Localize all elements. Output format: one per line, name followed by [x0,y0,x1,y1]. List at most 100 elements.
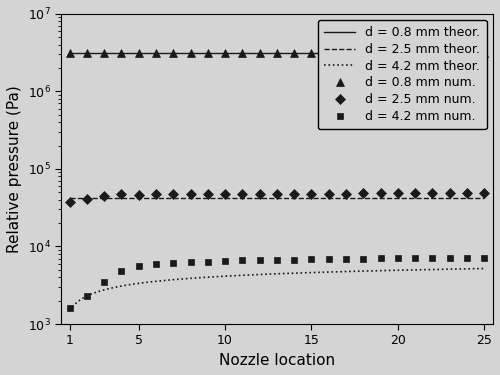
d = 4.2 mm num. [101,280,107,284]
d = 2.5 mm num. [343,191,349,196]
d = 2.5 mm num. [360,191,366,195]
d = 4.2 mm num. [326,257,332,261]
d = 0.8 mm num. [291,51,297,56]
d = 2.5 mm num. [446,191,452,195]
d = 4.2 mm num. [446,255,452,260]
d = 2.5 mm num. [170,191,176,196]
d = 0.8 mm num. [395,51,401,56]
d = 2.5 mm theor. [481,196,487,200]
d = 0.8 mm num. [153,51,159,56]
d = 0.8 mm num. [136,51,141,56]
d = 0.8 mm num. [84,51,90,56]
d = 0.8 mm num. [481,51,487,56]
d = 0.8 mm num. [118,51,124,56]
d = 2.5 mm theor. [320,196,326,200]
d = 0.8 mm num. [430,51,436,56]
d = 2.5 mm num. [66,200,72,205]
d = 0.8 mm theor. [442,51,448,56]
d = 4.2 mm num. [66,306,72,310]
d = 2.5 mm theor. [68,196,74,200]
d = 4.2 mm num. [481,255,487,260]
d = 0.8 mm theor. [312,51,318,56]
d = 4.2 mm num. [205,259,211,264]
d = 4.2 mm num. [378,256,384,260]
d = 2.5 mm num. [326,191,332,196]
d = 4.2 mm theor. [481,266,487,271]
d = 0.8 mm num. [101,51,107,56]
d = 4.2 mm num. [430,255,436,260]
d = 4.2 mm num. [343,256,349,261]
d = 0.8 mm theor. [314,51,320,56]
d = 0.8 mm num. [240,51,246,56]
d = 0.8 mm theor. [416,51,422,56]
d = 2.5 mm num. [84,197,90,201]
d = 4.2 mm theor. [416,267,422,272]
d = 0.8 mm theor. [481,51,487,56]
d = 0.8 mm num. [378,51,384,56]
Line: d = 4.2 mm theor.: d = 4.2 mm theor. [70,268,484,310]
d = 4.2 mm num. [222,259,228,263]
Line: d = 2.5 mm num.: d = 2.5 mm num. [66,189,488,206]
d = 4.2 mm num. [118,269,124,273]
d = 2.5 mm num. [188,191,194,196]
d = 2.5 mm num. [481,191,487,195]
d = 0.8 mm num. [446,51,452,56]
d = 0.8 mm num. [188,51,194,56]
d = 2.5 mm num. [291,191,297,196]
d = 2.5 mm num. [378,191,384,195]
d = 2.5 mm num. [308,191,314,196]
d = 2.5 mm num. [101,194,107,198]
d = 2.5 mm num. [205,192,211,196]
d = 4.2 mm num. [291,258,297,262]
d = 0.8 mm num. [205,51,211,56]
d = 0.8 mm num. [464,51,470,56]
d = 2.5 mm num. [222,191,228,196]
d = 4.2 mm num. [308,257,314,262]
X-axis label: Nozzle location: Nozzle location [219,353,335,368]
d = 2.5 mm theor. [312,196,318,200]
d = 2.5 mm theor. [442,196,448,200]
d = 2.5 mm num. [256,191,262,196]
d = 2.5 mm theor. [416,196,422,200]
Y-axis label: Relative pressure (Pa): Relative pressure (Pa) [7,85,22,253]
d = 0.8 mm num. [343,51,349,56]
d = 2.5 mm num. [118,192,124,196]
d = 4.2 mm num. [464,255,470,260]
d = 4.2 mm theor. [442,267,448,272]
d = 0.8 mm num. [66,51,72,56]
d = 0.8 mm theor. [66,51,72,56]
d = 4.2 mm num. [256,258,262,263]
d = 2.5 mm num. [240,191,246,196]
d = 4.2 mm num. [170,260,176,265]
d = 4.2 mm theor. [314,270,320,274]
d = 0.8 mm num. [274,51,280,56]
d = 4.2 mm theor. [312,270,318,275]
d = 4.2 mm num. [240,258,246,263]
d = 0.8 mm num. [308,51,314,56]
d = 2.5 mm num. [136,193,141,197]
d = 4.2 mm theor. [68,306,74,311]
d = 4.2 mm num. [360,256,366,261]
d = 2.5 mm num. [153,192,159,196]
d = 2.5 mm num. [430,191,436,195]
d = 4.2 mm num. [188,260,194,264]
d = 0.8 mm num. [360,51,366,56]
d = 0.8 mm theor. [320,51,326,56]
d = 4.2 mm num. [136,264,141,268]
d = 2.5 mm num. [395,191,401,195]
d = 4.2 mm num. [395,256,401,260]
d = 0.8 mm num. [412,51,418,56]
d = 4.2 mm num. [274,258,280,262]
d = 2.5 mm theor. [314,196,320,200]
Line: d = 4.2 mm num.: d = 4.2 mm num. [66,254,488,312]
d = 2.5 mm num. [464,191,470,195]
d = 0.8 mm num. [222,51,228,56]
Line: d = 0.8 mm num.: d = 0.8 mm num. [66,49,488,57]
d = 0.8 mm theor. [68,51,74,56]
d = 2.5 mm num. [274,191,280,196]
d = 4.2 mm num. [153,261,159,266]
d = 4.2 mm num. [412,256,418,260]
d = 2.5 mm theor. [66,196,72,200]
d = 2.5 mm num. [412,191,418,195]
d = 0.8 mm num. [326,51,332,56]
